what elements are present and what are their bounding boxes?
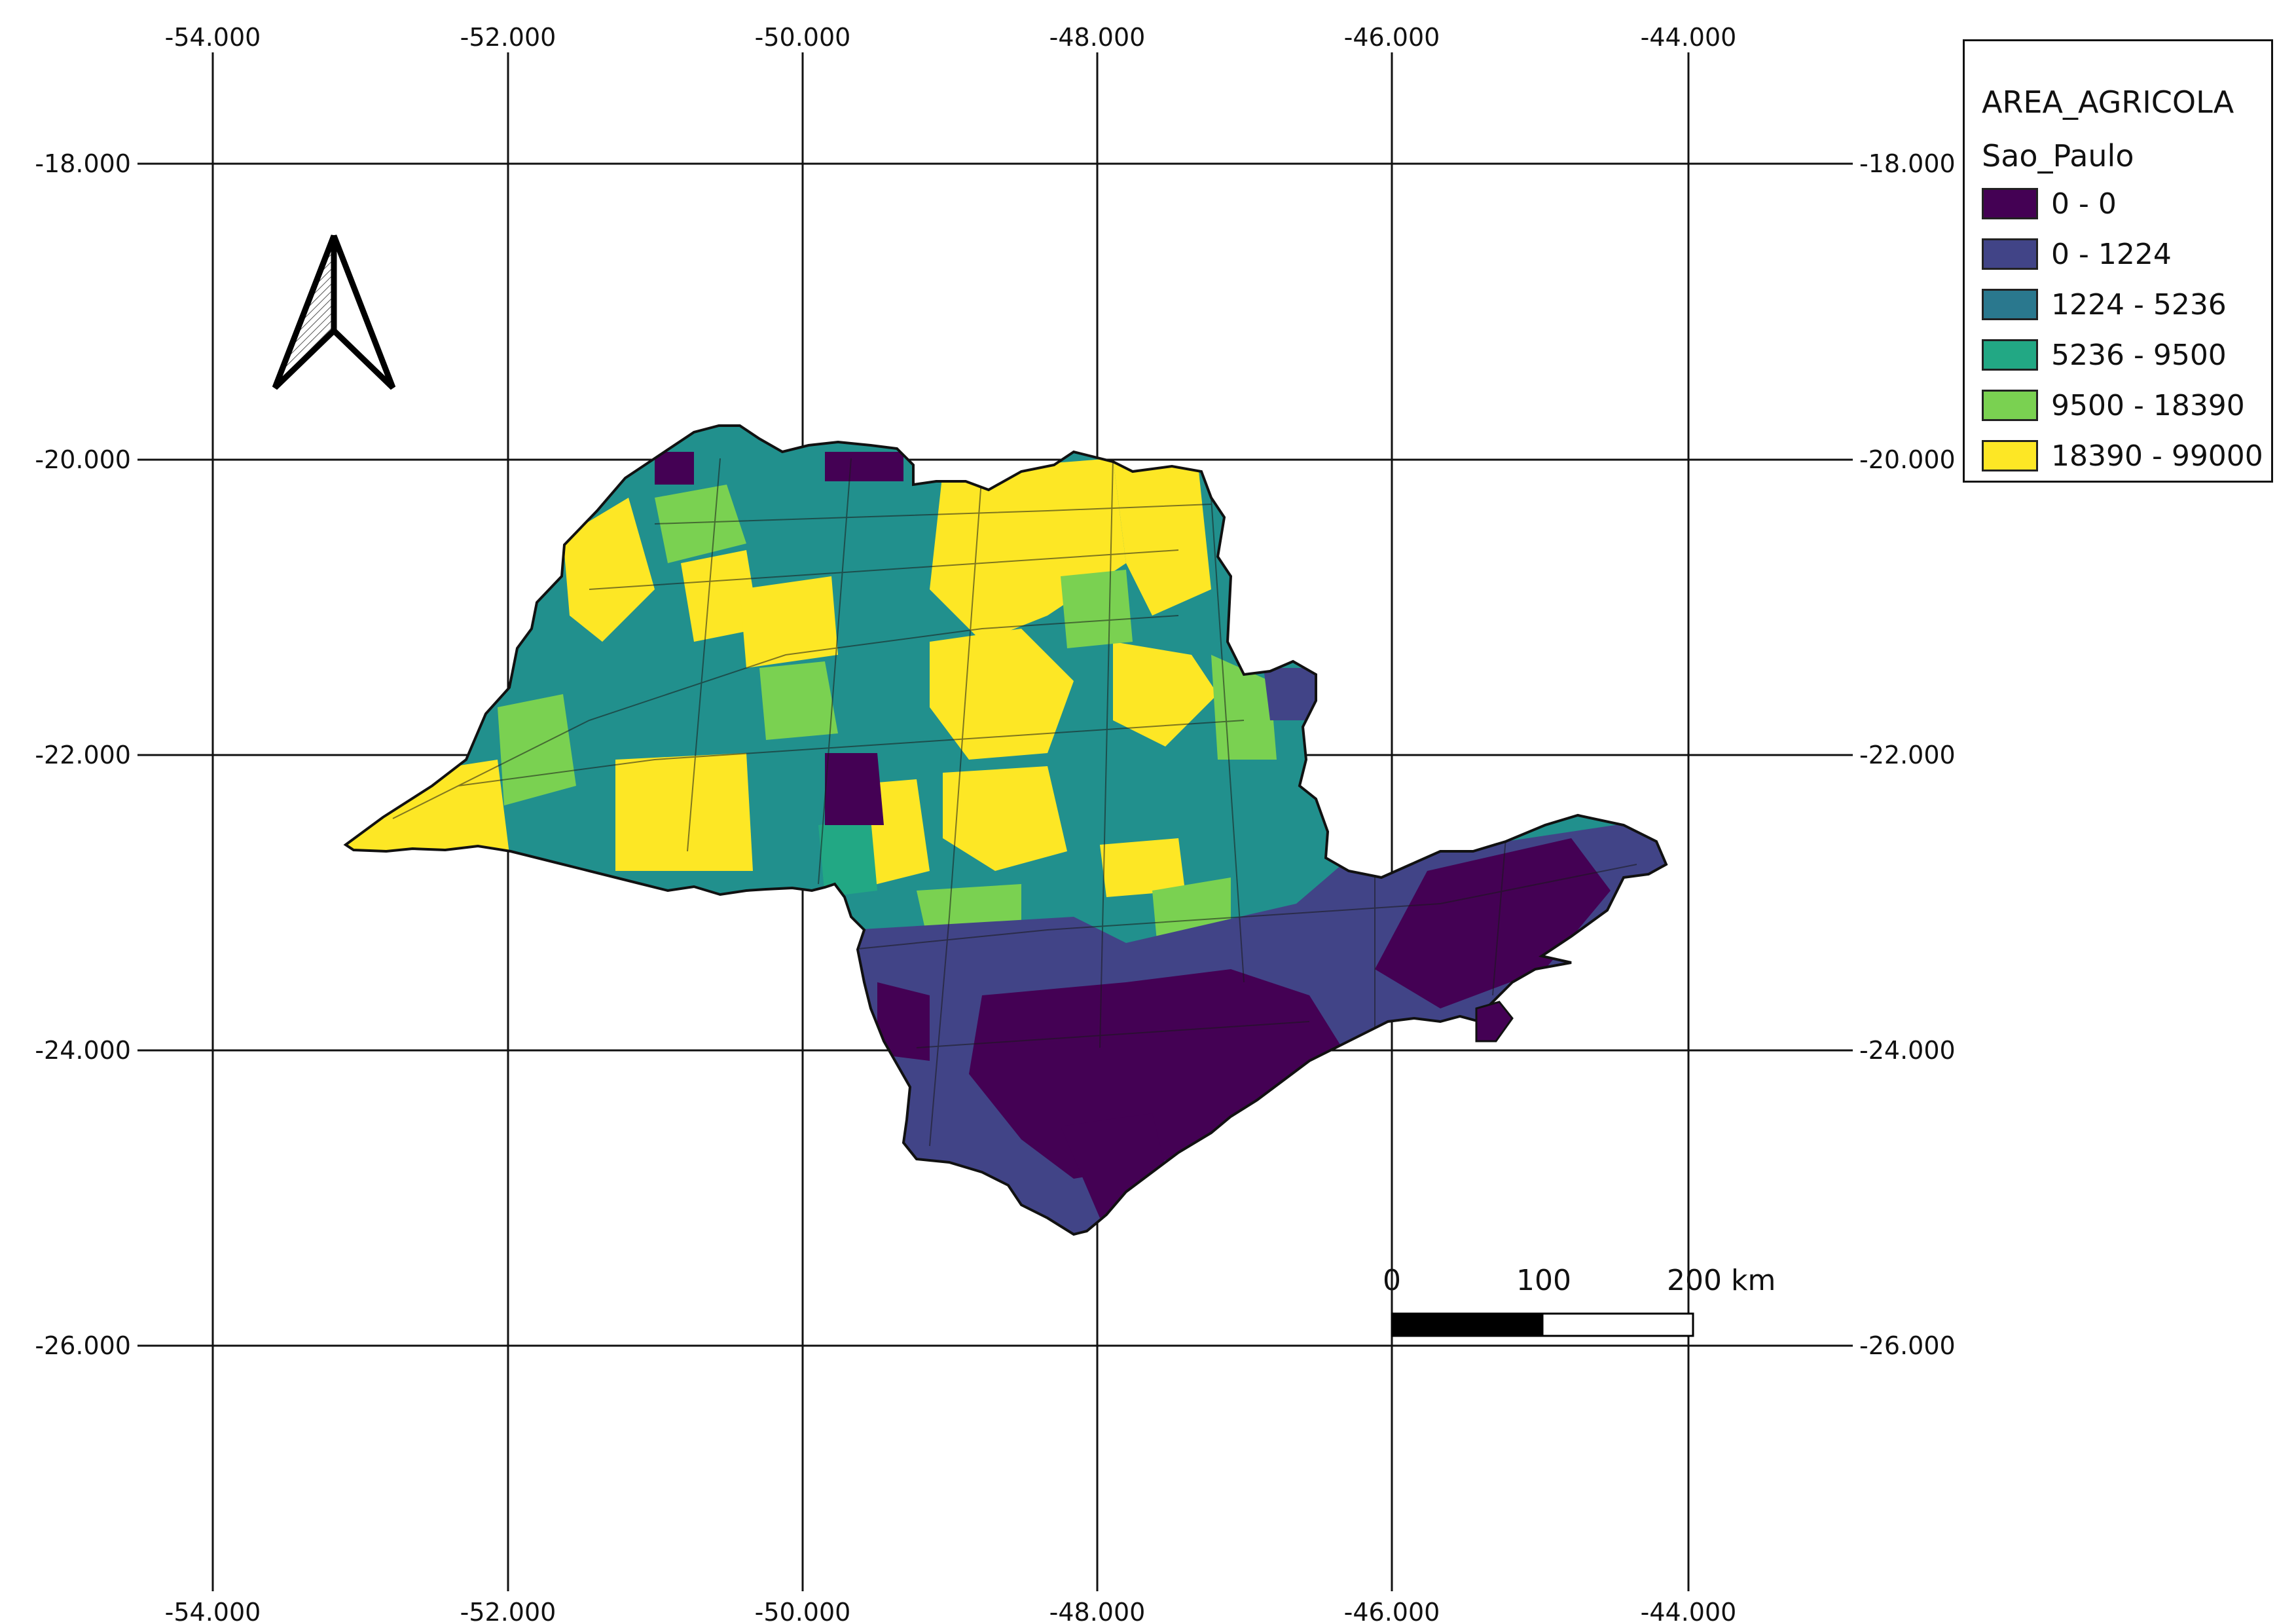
x-tick-label: -52.000: [460, 1598, 556, 1624]
region-mid: [818, 819, 877, 897]
region-midhigh: [759, 661, 838, 740]
region-high: [1113, 458, 1211, 616]
legend-swatch: [1982, 188, 2038, 219]
legend: AREA_AGRICOLA Sao_Paulo 0 - 0 0 - 1224 1…: [1963, 39, 2273, 483]
legend-swatch: [1982, 440, 2038, 471]
region-zero: [655, 452, 694, 485]
x-tick-label: -54.000: [165, 23, 261, 52]
region-high: [740, 576, 838, 668]
legend-item: 18390 - 99000: [1982, 436, 2263, 475]
x-ticks-bottom: -54.000 -52.000 -50.000 -48.000 -46.000 …: [165, 1598, 1737, 1624]
y-tick-label: -18.000: [35, 149, 131, 178]
legend-item: 0 - 0: [1982, 184, 2117, 223]
legend-swatch: [1982, 339, 2038, 371]
region-high: [1113, 642, 1218, 747]
region-midhigh: [655, 485, 746, 563]
legend-item: 5236 - 9500: [1982, 335, 2227, 375]
y-tick-label: -24.000: [35, 1036, 131, 1065]
x-tick-label: -54.000: [165, 1598, 261, 1624]
region-zero: [877, 982, 930, 1061]
scale-label-100: 100: [1516, 1264, 1571, 1297]
legend-item-label: 1224 - 5236: [2051, 287, 2227, 322]
legend-item-label: 5236 - 9500: [2051, 338, 2227, 372]
island: [1475, 1001, 1514, 1043]
region-high: [563, 498, 655, 642]
legend-title: AREA_AGRICOLA: [1982, 84, 2234, 120]
x-tick-label: -46.000: [1344, 1598, 1440, 1624]
y-tick-label: -24.000: [1859, 1036, 1956, 1065]
scale-bar: [1391, 1312, 1694, 1337]
region-high: [1100, 838, 1185, 897]
region-high: [681, 550, 759, 642]
y-tick-label: -22.000: [1859, 741, 1956, 769]
x-tick-label: -48.000: [1049, 23, 1146, 52]
y-tick-label: -26.000: [1859, 1331, 1956, 1360]
legend-item: 0 - 1224: [1982, 234, 2172, 274]
legend-item: 1224 - 5236: [1982, 285, 2227, 324]
region-high: [943, 766, 1067, 871]
legend-item-label: 9500 - 18390: [2051, 388, 2245, 422]
y-tick-label: -20.000: [1859, 445, 1956, 474]
north-arrow-icon: [272, 234, 396, 390]
x-ticks-top: -54.000 -52.000 -50.000 -48.000 -46.000 …: [165, 23, 1737, 52]
legend-layer-name: Sao_Paulo: [1982, 138, 2134, 174]
sao-paulo-state: [344, 424, 1667, 1236]
scale-label-200: 200 km: [1667, 1264, 1776, 1297]
legend-swatch: [1982, 238, 2038, 270]
scale-label-0: 0: [1383, 1264, 1401, 1297]
y-tick-label: -18.000: [1859, 149, 1956, 178]
legend-swatch: [1982, 289, 2038, 320]
legend-item-label: 0 - 0: [2051, 187, 2117, 221]
region-high: [930, 629, 1074, 760]
x-tick-label: -52.000: [460, 23, 556, 52]
x-tick-label: -44.000: [1641, 23, 1737, 52]
legend-swatch: [1982, 390, 2038, 421]
legend-item: 9500 - 18390: [1982, 386, 2245, 425]
region-midhigh: [498, 694, 576, 805]
legend-item-label: 0 - 1224: [2051, 237, 2172, 271]
x-tick-label: -50.000: [755, 23, 851, 52]
region-midhigh: [1061, 570, 1133, 648]
region-low: [1264, 668, 1316, 720]
y-ticks-right: -18.000 -20.000 -22.000 -24.000 -26.000: [1859, 149, 1956, 1360]
x-tick-label: -44.000: [1641, 1598, 1737, 1624]
x-tick-label: -48.000: [1049, 1598, 1146, 1624]
region-high: [615, 753, 753, 871]
y-tick-label: -20.000: [35, 445, 131, 474]
region-zero: [825, 452, 903, 481]
region-zero: [825, 753, 884, 825]
y-tick-label: -22.000: [35, 741, 131, 769]
x-tick-label: -50.000: [755, 1598, 851, 1624]
y-tick-label: -26.000: [35, 1331, 131, 1360]
x-tick-label: -46.000: [1344, 23, 1440, 52]
legend-item-label: 18390 - 99000: [2051, 439, 2263, 473]
y-ticks-left: -18.000 -20.000 -22.000 -24.000 -26.000: [35, 149, 131, 1360]
